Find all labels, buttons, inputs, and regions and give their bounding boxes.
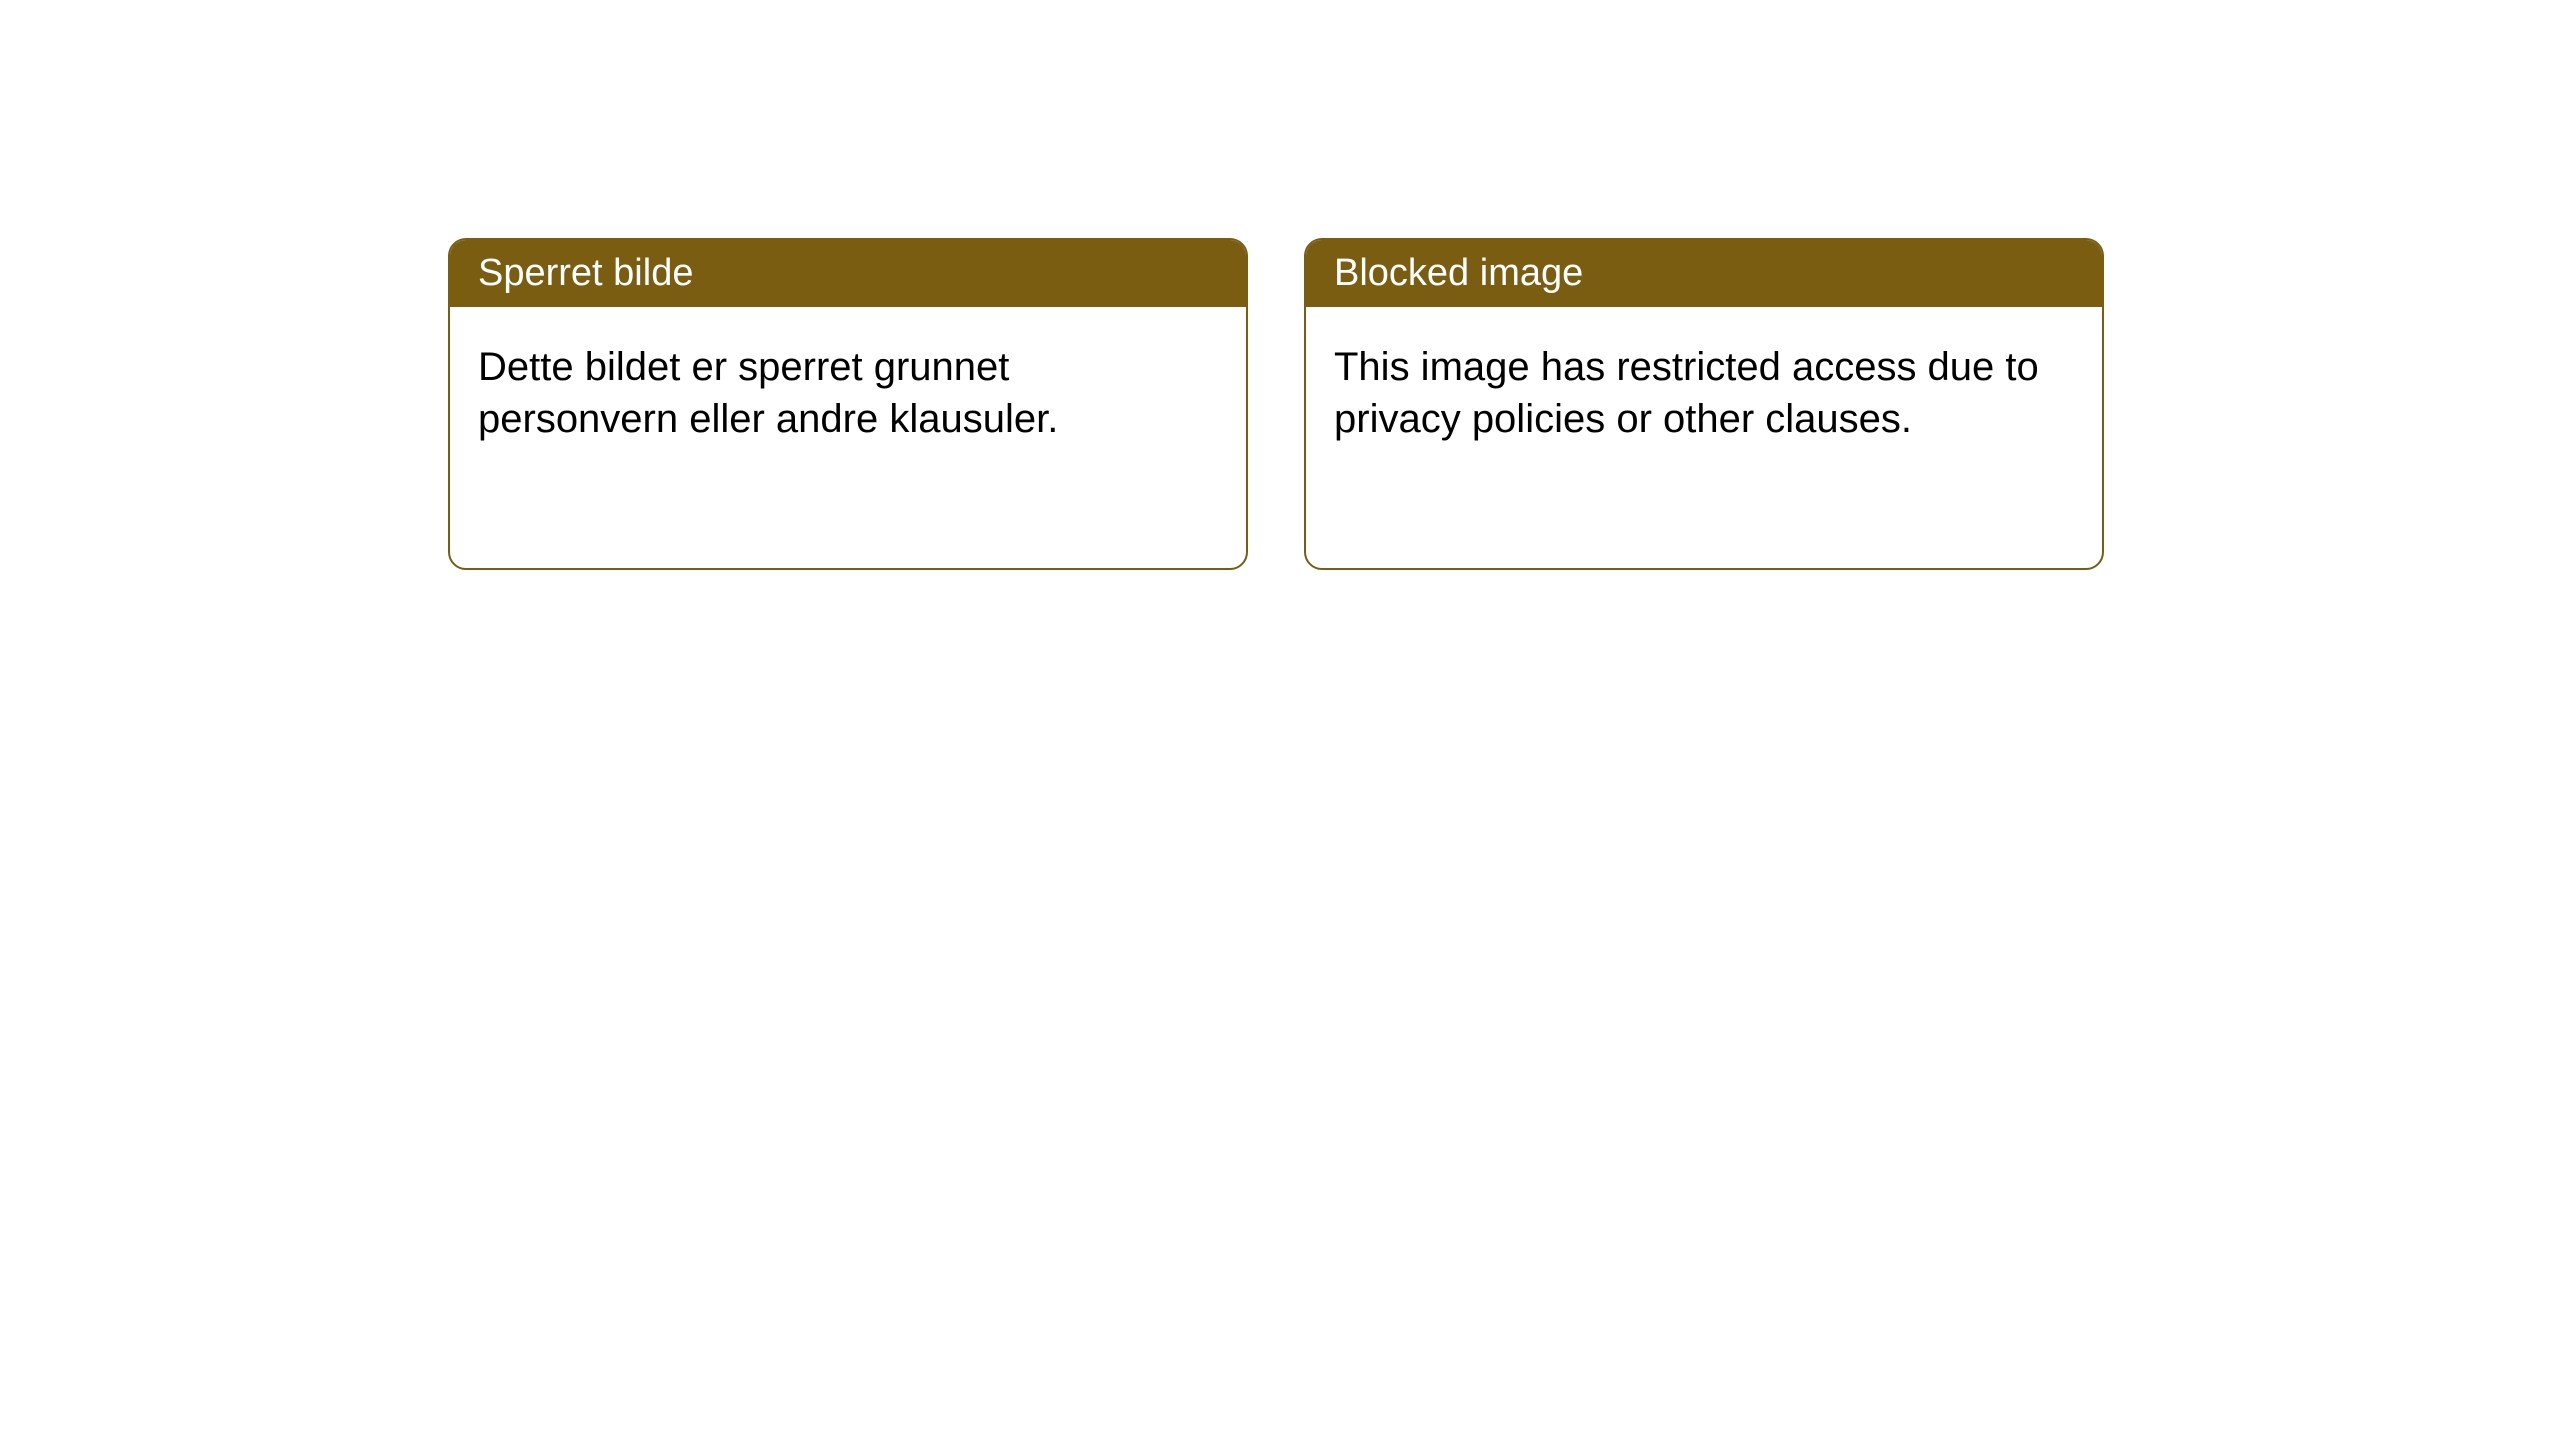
notice-title: Sperret bilde — [478, 252, 693, 294]
notice-header: Sperret bilde — [450, 240, 1246, 307]
notice-header: Blocked image — [1306, 240, 2102, 307]
notice-card-english: Blocked image This image has restricted … — [1304, 238, 2104, 570]
notice-card-norwegian: Sperret bilde Dette bildet er sperret gr… — [448, 238, 1248, 570]
notice-container: Sperret bilde Dette bildet er sperret gr… — [448, 238, 2104, 570]
notice-body-text: This image has restricted access due to … — [1334, 345, 2039, 441]
notice-body: Dette bildet er sperret grunnet personve… — [450, 307, 1246, 479]
notice-body-text: Dette bildet er sperret grunnet personve… — [478, 345, 1058, 441]
notice-body: This image has restricted access due to … — [1306, 307, 2102, 479]
notice-title: Blocked image — [1334, 252, 1583, 294]
